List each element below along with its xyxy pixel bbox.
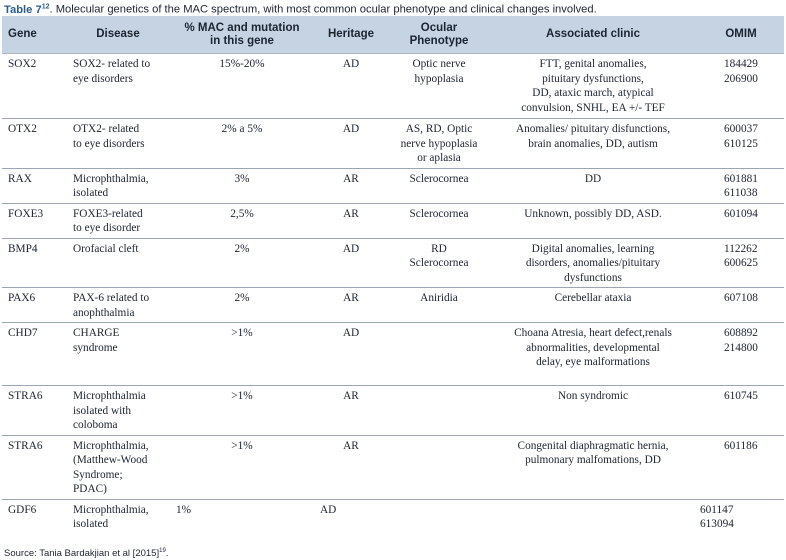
table-row: CHD7 CHARGE syndrome >1% AD Choana Atresia, h… bbox=[2, 322, 784, 386]
cell-associated-clinic: Anomalies/ pituitary disfunctions, brain … bbox=[488, 118, 698, 169]
column-header-ocular-phenotype: Ocular Phenotype bbox=[390, 16, 488, 54]
cell-heritage: AR bbox=[312, 435, 390, 500]
table-caption: Table 712. Molecular genetics of the MAC… bbox=[4, 0, 597, 17]
cell-gene: PAX6 bbox=[2, 287, 64, 323]
cell-mac-percent: 3% bbox=[172, 168, 312, 204]
table-row: OTX2 OTX2- related to eye disorders 2% a 5%… bbox=[2, 118, 784, 169]
cell-ocular-phenotype: AS, RD, Optic nerve hypoplasia or aplasia bbox=[390, 118, 488, 169]
cell-mac-percent: >1% bbox=[172, 322, 312, 386]
cell-ocular-phenotype: Sclerocornea bbox=[390, 203, 488, 239]
cell-heritage: AD bbox=[320, 503, 337, 516]
cell-heritage: AD bbox=[312, 53, 390, 119]
cell-disease: SOX2- related to eye disorders bbox=[64, 53, 172, 119]
table-row: SOX2 SOX2- related to eye disorders 15%-20%… bbox=[2, 53, 784, 119]
cell-ocular-phenotype bbox=[390, 499, 488, 544]
cell-associated-clinic: DD bbox=[488, 168, 698, 204]
column-header-disease: Disease bbox=[64, 16, 172, 54]
cell-ocular-phenotype bbox=[390, 435, 488, 500]
cell-mac-percent: 2% bbox=[172, 238, 312, 288]
cell-ocular-phenotype: Sclerocornea bbox=[390, 168, 488, 204]
cell-gene: FOXE3 bbox=[2, 203, 64, 239]
cell-associated-clinic bbox=[488, 499, 698, 544]
cell-omim: 600037 610125 bbox=[698, 118, 784, 169]
cell-associated-clinic: FTT, genital anomalies, pituitary dysfunc… bbox=[488, 53, 698, 119]
cell-ocular-phenotype bbox=[390, 385, 488, 436]
cell-omim: 608892 214800 bbox=[698, 322, 784, 386]
cell-heritage: AD bbox=[312, 322, 390, 386]
table-body: SOX2 SOX2- related to eye disorders 15%-20%… bbox=[2, 53, 784, 544]
cell-ocular-phenotype bbox=[390, 322, 488, 386]
header-row: Gene Disease% MAC and mutation in this gen… bbox=[2, 16, 784, 54]
cell-associated-clinic: Choana Atresia, heart defect,renals abnor… bbox=[488, 322, 698, 386]
cell-disease: OTX2- related to eye disorders bbox=[64, 118, 172, 169]
cell-heritage: AR bbox=[312, 203, 390, 239]
cell-omim: 601186 bbox=[698, 435, 784, 500]
cell-mac-percent: 2% a 5% bbox=[172, 118, 312, 169]
genetics-table: Gene Disease% MAC and mutation in this gen… bbox=[2, 16, 784, 544]
cell-heritage: AD bbox=[312, 118, 390, 169]
caption-text: . Molecular genetics of the MAC spectrum… bbox=[49, 3, 597, 16]
column-header-heritage: Heritage bbox=[312, 16, 390, 54]
column-header-mac-percent: % MAC and mutation in this gene bbox=[172, 16, 312, 54]
column-header-omim: OMIM bbox=[698, 16, 784, 54]
cell-omim: 601094 bbox=[698, 203, 784, 239]
cell-omim: 112262 600625 bbox=[698, 238, 784, 288]
cell-gene: OTX2 bbox=[2, 118, 64, 169]
table-label: Table 712 bbox=[4, 3, 50, 16]
table-row: BMP4 Orofacial cleft 2% AD RD Sclerocornea Dig… bbox=[2, 238, 784, 288]
table-row: PAX6 PAX-6 related to anophthalmia 2% AR Anir… bbox=[2, 287, 784, 323]
cell-mac-percent: 2% bbox=[172, 287, 312, 323]
cell-omim: 184429 206900 bbox=[698, 53, 784, 119]
cell-ocular-phenotype: RD Sclerocornea bbox=[390, 238, 488, 288]
table-header: Gene Disease% MAC and mutation in this gen… bbox=[2, 16, 784, 54]
cell-omim: 601147 613094 bbox=[700, 503, 734, 531]
cell-associated-clinic: Digital anomalies, learning disorders, an… bbox=[488, 238, 698, 288]
cell-mac-percent: >1% bbox=[172, 385, 312, 436]
cell-mac-percent: 1% bbox=[176, 503, 192, 516]
cell-disease: Microphthalmia isolated with coloboma bbox=[64, 385, 172, 436]
cell-heritage: AR bbox=[312, 168, 390, 204]
cell-disease: PAX-6 related to anophthalmia bbox=[64, 287, 172, 323]
column-header-gene: Gene bbox=[2, 16, 64, 54]
cell-gene: SOX2 bbox=[2, 53, 64, 119]
cell-associated-clinic: Cerebellar ataxia bbox=[488, 287, 698, 323]
cell-disease: Orofacial cleft bbox=[64, 238, 172, 288]
table-row: GDF6 Microphthalmia, isolated 1% AD 601147 613… bbox=[2, 499, 784, 544]
cell-gene: CHD7 bbox=[2, 322, 64, 386]
cell-heritage: AR bbox=[312, 287, 390, 323]
cell-associated-clinic: Non syndromic bbox=[488, 385, 698, 436]
cell-disease: FOXE3-related to eye disorder bbox=[64, 203, 172, 239]
cell-heritage: AR bbox=[312, 385, 390, 436]
cell-disease: CHARGE syndrome bbox=[64, 322, 172, 386]
source-note: Source: Tania Bardakjian et al [2015]19. bbox=[4, 548, 169, 560]
cell-gene: STRA6 bbox=[2, 385, 64, 436]
column-header-associated-clinic: Associated clinic bbox=[488, 16, 698, 54]
cell-associated-clinic: Unknown, possibly DD, ASD. bbox=[488, 203, 698, 239]
cell-disease: Microphthalmia, isolated bbox=[64, 168, 172, 204]
cell-disease: Microphthalmia, isolated bbox=[73, 503, 149, 531]
table-row: FOXE3 FOXE3-related to eye disorder 2,5% AR S… bbox=[2, 203, 784, 239]
cell-disease: Microphthalmia, (Matthew-Wood Syndrome; PDA… bbox=[64, 435, 172, 500]
cell-heritage: AD bbox=[312, 238, 390, 288]
cell-ocular-phenotype: Optic nerve hypoplasia bbox=[390, 53, 488, 119]
cell-gene: STRA6 bbox=[2, 435, 64, 500]
table-row: STRA6 Microphthalmia, (Matthew-Wood Syndrom… bbox=[2, 435, 784, 500]
cell-omim: 601881 611038 bbox=[698, 168, 784, 204]
table-row: STRA6 Microphthalmia isolated with coloboma… bbox=[2, 385, 784, 436]
cell-associated-clinic: Congenital diaphragmatic hernia, pulmonar… bbox=[488, 435, 698, 500]
cell-mac-percent: >1% bbox=[172, 435, 312, 500]
cell-gene: GDF6 bbox=[8, 503, 37, 516]
cell-gene: BMP4 bbox=[2, 238, 64, 288]
table-row: RAX Microphthalmia, isolated 3% AR Sclerocorn… bbox=[2, 168, 784, 204]
cell-ocular-phenotype: Aniridia bbox=[390, 287, 488, 323]
cell-omim: 610745 bbox=[698, 385, 784, 436]
cell-mac-percent: 2,5% bbox=[172, 203, 312, 239]
cell-omim: 607108 bbox=[698, 287, 784, 323]
cell-gene: RAX bbox=[2, 168, 64, 204]
cell-mac-percent: 15%-20% bbox=[172, 53, 312, 119]
